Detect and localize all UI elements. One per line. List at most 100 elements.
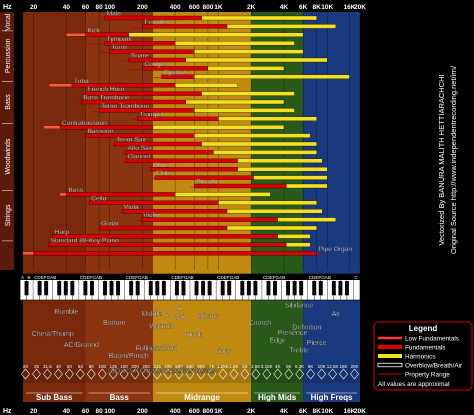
instrument-label: Snare — [131, 53, 149, 60]
legend-title: Legend — [409, 324, 438, 333]
instrument-label: Bassoon — [88, 128, 114, 135]
tick-label: 16K — [343, 408, 355, 415]
descriptor-label: 440 — [174, 315, 186, 322]
legend-entry-label: Overblow/Breath/Air — [405, 363, 463, 370]
descriptor-label: Tinny — [215, 349, 232, 356]
descriptor-label: Sibilance — [285, 302, 314, 309]
eq-band-diamond — [21, 368, 30, 380]
harmonic-bar — [152, 125, 285, 130]
group-label: Woodwinds — [5, 138, 12, 175]
eq-band-label: 6.3K — [295, 364, 304, 369]
eq-band-label: 4K — [275, 364, 281, 369]
eq-band-label: 12.5K — [327, 364, 339, 369]
eq-band-diamond — [273, 368, 283, 380]
instrument-label: Viola — [124, 204, 139, 211]
eq-band-diamond — [32, 368, 41, 380]
instrument-label: Tuba — [74, 78, 89, 85]
harmonic-bar — [286, 183, 328, 189]
harmonic-bar — [174, 41, 295, 46]
tick-label: 100 — [104, 408, 115, 415]
tick-label: 600 — [189, 408, 200, 415]
descriptor-label: AC/Ground — [64, 342, 99, 349]
eq-band-diamond — [350, 368, 359, 380]
piano-black-key — [109, 281, 114, 296]
piano-black-key — [161, 281, 166, 296]
descriptor-label: Chest/Thump — [32, 331, 74, 338]
harmonic-bar — [207, 66, 285, 71]
eq-band-diamond — [207, 368, 217, 380]
descriptor-label: Edge — [269, 338, 285, 345]
piano-black-key — [148, 281, 153, 296]
piano-black-key — [201, 281, 206, 296]
descriptor-label: Rumble — [54, 309, 78, 316]
piano-black-key — [344, 281, 349, 296]
eq-band-label: 3.15K — [261, 364, 273, 369]
descriptor-label: Honk — [186, 332, 203, 339]
tick-label: 6K — [299, 408, 308, 415]
tick-label: 8K — [313, 408, 322, 415]
eq-band-label: 2K — [242, 364, 248, 369]
instrument-label: Bass — [68, 187, 83, 194]
harmonic-bar — [174, 192, 271, 197]
piano-black-key — [273, 281, 277, 296]
band-label: Midrange — [184, 393, 220, 402]
harmonic-bar — [277, 217, 337, 222]
instrument-label: Flute — [157, 170, 172, 177]
eq-band-label: 20 — [23, 364, 29, 369]
piano-black-key — [63, 281, 68, 296]
descriptor-label: Bottom — [103, 320, 125, 327]
eq-band-diamond — [75, 368, 85, 380]
eq-band-label: 400 — [164, 364, 172, 369]
piano-note-label: CDEFGAB — [263, 275, 285, 280]
tick-label: 800 — [202, 408, 213, 415]
descriptor-label: Definition — [292, 324, 321, 331]
tick-label: 10K — [321, 408, 333, 415]
fundamental-bar — [33, 251, 317, 256]
group-label: Percussion — [5, 38, 12, 73]
tick-label: 60 — [82, 4, 90, 11]
piano-black-key — [286, 281, 291, 296]
instrument-label: Cello — [91, 195, 106, 202]
band-label: High Freqs — [311, 393, 353, 402]
piano-note-label: A — [21, 275, 25, 280]
tick-label: 600 — [189, 4, 200, 11]
tick-label: 800 — [202, 4, 213, 11]
tick-label: 400 — [170, 4, 181, 11]
tick-label: 80 — [95, 4, 103, 11]
tick-label: 200 — [137, 408, 148, 415]
eq-band-label: 250 — [142, 364, 150, 369]
instrument-label: Violin — [143, 212, 159, 219]
instrument-label: Congas — [144, 61, 167, 68]
descriptor-label: Whack — [197, 313, 219, 320]
axis-label-hz: Hz — [3, 408, 12, 415]
piano-note-label: B — [28, 275, 31, 280]
piano-note-label: CDEFGAB — [34, 275, 56, 280]
harmonic-bar — [253, 175, 328, 180]
piano-black-key — [292, 281, 297, 296]
eq-band-diamond — [86, 368, 96, 380]
fundamental-bar — [141, 217, 278, 222]
harmonic-bar — [194, 74, 350, 79]
eq-band-diamond — [218, 368, 228, 380]
eq-band-label: 1.25K — [217, 364, 229, 369]
tick-label: 400 — [170, 408, 181, 415]
harmonic-bar — [201, 91, 295, 96]
instrument-label: Tenor Trombone — [101, 103, 149, 110]
descriptor-label: Boom/Punch — [109, 353, 149, 360]
legend-entry-label: Fundamentals — [405, 345, 446, 352]
eq-band-diamond — [306, 368, 316, 380]
piano-note-label: C — [354, 275, 358, 280]
piano-black-key — [253, 281, 258, 296]
band-label: Sub Bass — [36, 393, 73, 402]
harmonic-bar — [237, 167, 328, 172]
eq-band-diamond — [229, 368, 239, 380]
tick-label: 60 — [82, 408, 90, 415]
piano-black-key — [227, 281, 232, 296]
harmonic-bar — [218, 116, 317, 121]
group-label: Vocal — [5, 13, 12, 31]
eq-band-diamond — [141, 368, 151, 380]
eq-band-diamond — [119, 368, 129, 380]
legend-entry-label: Low Fundamentals — [405, 336, 459, 343]
piano-black-key — [318, 281, 323, 296]
